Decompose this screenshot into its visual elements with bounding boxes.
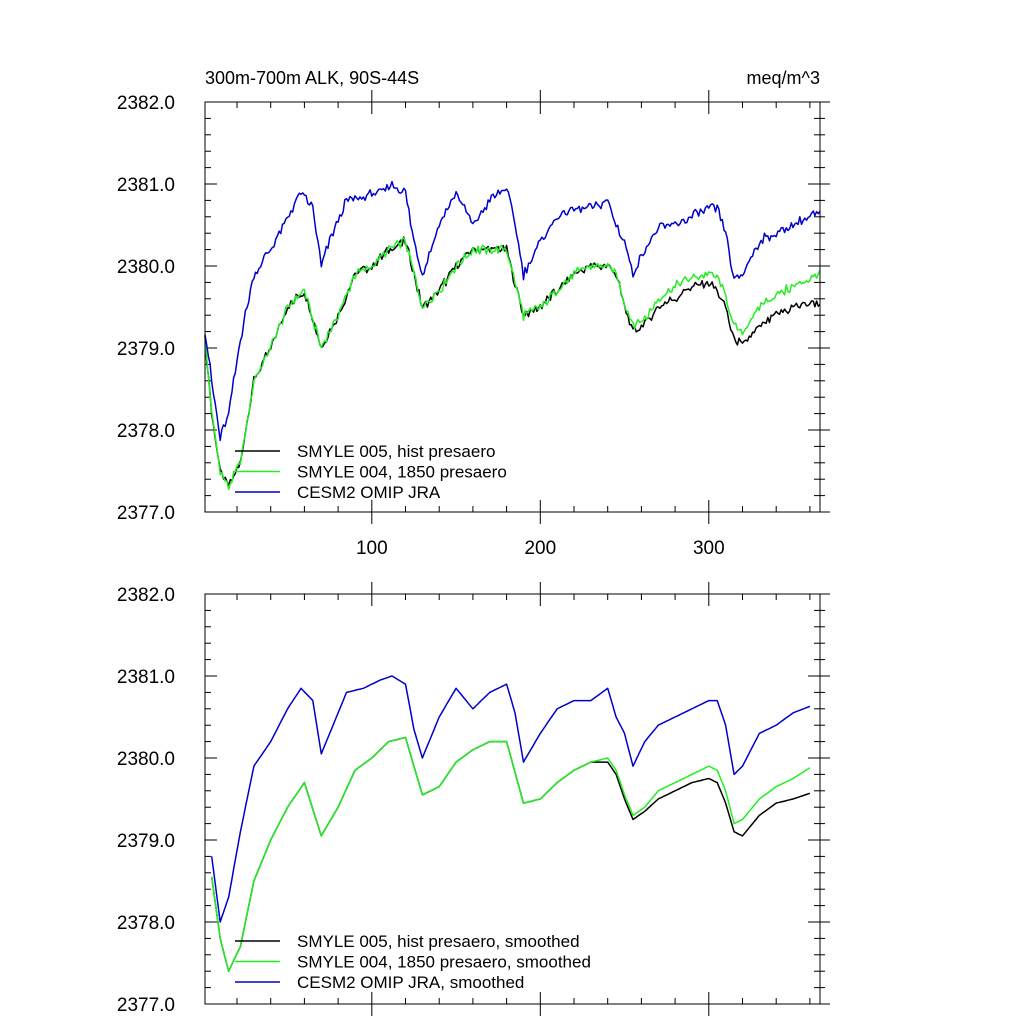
legend-label: SMYLE 005, hist presaero: [297, 442, 495, 461]
legend: SMYLE 005, hist presaero, smoothed SMYLE …: [235, 932, 591, 992]
series-line-2: [210, 736, 811, 972]
y-tick-label: 2381.0: [117, 175, 175, 196]
plot-frame: [204, 101, 821, 513]
axis-ticks: 2377.0 2378.0 2379.0 2380.0 2381.0 2382.0: [117, 582, 830, 1016]
chart-title: 300m-700m ALK, 90S-44S: [205, 68, 419, 88]
y-tick-label: 2378.0: [117, 913, 175, 934]
legend-label: SMYLE 004, 1850 presaero, smoothed: [297, 953, 591, 972]
series-line-2: [204, 237, 821, 491]
series-lines: [204, 180, 821, 491]
top-panel: 300m-700m ALK, 90S-44S meq/m^3 2377.0237…: [117, 68, 830, 559]
y-tick-label: 2379.0: [117, 831, 175, 852]
series-line-3: [210, 675, 811, 923]
y-tick-label: 2378.0: [117, 421, 175, 442]
legend-label: CESM2 OMIP JRA: [297, 483, 441, 502]
legend-label: CESM2 OMIP JRA, smoothed: [297, 973, 524, 992]
y-tick-label: 2379.0: [117, 339, 175, 360]
x-tick-label: 200: [524, 538, 556, 559]
axis-ticks: 2377.0 2378.0 2379.0 2380.0 2381.0 2382.0 100 2…: [117, 90, 830, 559]
plot-frame: [204, 593, 821, 1005]
y-tick-label: 2382.0: [117, 585, 175, 606]
legend: SMYLE 005, hist presaero SMYLE 004, 1850 …: [235, 442, 507, 502]
units-label: meq/m^3: [747, 68, 820, 88]
y-tick-label: 2377.0: [117, 503, 175, 524]
legend-label: SMYLE 004, 1850 presaero: [297, 463, 507, 482]
series-lines: [210, 675, 811, 972]
legend-label: SMYLE 005, hist presaero, smoothed: [297, 932, 580, 951]
y-tick-label: 2380.0: [117, 749, 175, 770]
y-tick-label: 2380.0: [117, 257, 175, 278]
y-tick-label: 2377.0: [117, 995, 175, 1016]
y-tick-label: 2382.0: [117, 93, 175, 114]
x-tick-label: 300: [693, 538, 725, 559]
y-tick-label: 2381.0: [117, 667, 175, 688]
x-tick-label: 100: [356, 538, 388, 559]
bottom-panel: 2377.0 2378.0 2379.0 2380.0 2381.0 2382.0 SMY…: [117, 582, 830, 1016]
series-line-3: [204, 180, 821, 442]
